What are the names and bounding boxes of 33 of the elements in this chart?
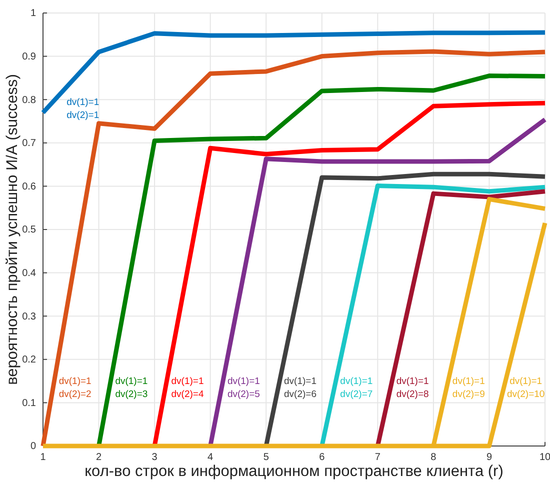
x-tick-label: 1 bbox=[40, 452, 46, 464]
y-tick-label: 1 bbox=[30, 8, 36, 20]
x-tick-label: 3 bbox=[152, 452, 158, 464]
series-label: dv(1)=1 dv(2)=7 bbox=[340, 376, 373, 400]
y-tick-label: 0.8 bbox=[22, 94, 36, 106]
x-tick-label: 8 bbox=[430, 452, 437, 464]
x-tick-label: 6 bbox=[319, 452, 326, 464]
series-label: dv(1)=1 dv(2)=9 bbox=[452, 376, 485, 400]
series-label: dv(1)=1 dv(2)=5 bbox=[227, 376, 260, 400]
y-tick-label: 0.2 bbox=[22, 354, 36, 366]
series-label: dv(1)=1 dv(2)=3 bbox=[115, 376, 148, 400]
x-tick-label: 4 bbox=[208, 452, 214, 464]
series-label: dv(1)=1 dv(2)=4 bbox=[171, 376, 204, 400]
y-tick-label: 0.7 bbox=[22, 138, 36, 150]
x-tick-label: 9 bbox=[486, 452, 492, 464]
x-tick-label: 2 bbox=[96, 452, 102, 464]
y-tick-label: 0.4 bbox=[22, 268, 36, 279]
x-tick-label: 10 bbox=[539, 452, 550, 464]
series-label: dv(1)=1 dv(2)=10 bbox=[506, 376, 545, 400]
x-tick-label: 7 bbox=[374, 452, 381, 464]
series-label: dv(1)=1 dv(2)=2 bbox=[58, 376, 92, 400]
x-axis-title: кол-во строк в информационном пространстве клиента (r) bbox=[84, 463, 504, 480]
x-tick-label: 5 bbox=[263, 452, 270, 464]
y-tick-label: 0.3 bbox=[22, 311, 36, 322]
series-label: dv(1)=1 dv(2)=1 bbox=[66, 96, 100, 121]
y-tick-label: 0.5 bbox=[22, 224, 36, 236]
y-axis-title: вероятность пройти успешно И/А (success) bbox=[4, 74, 21, 385]
y-tick-label: 0.1 bbox=[22, 398, 36, 409]
series-label: dv(1)=1 dv(2)=6 bbox=[284, 376, 316, 400]
y-tick-label: 0.9 bbox=[22, 52, 36, 62]
y-tick-label: 0.6 bbox=[22, 181, 36, 192]
y-tick-label: 0 bbox=[30, 441, 36, 452]
series-label: dv(1)=1 dv(2)=8 bbox=[396, 376, 429, 400]
